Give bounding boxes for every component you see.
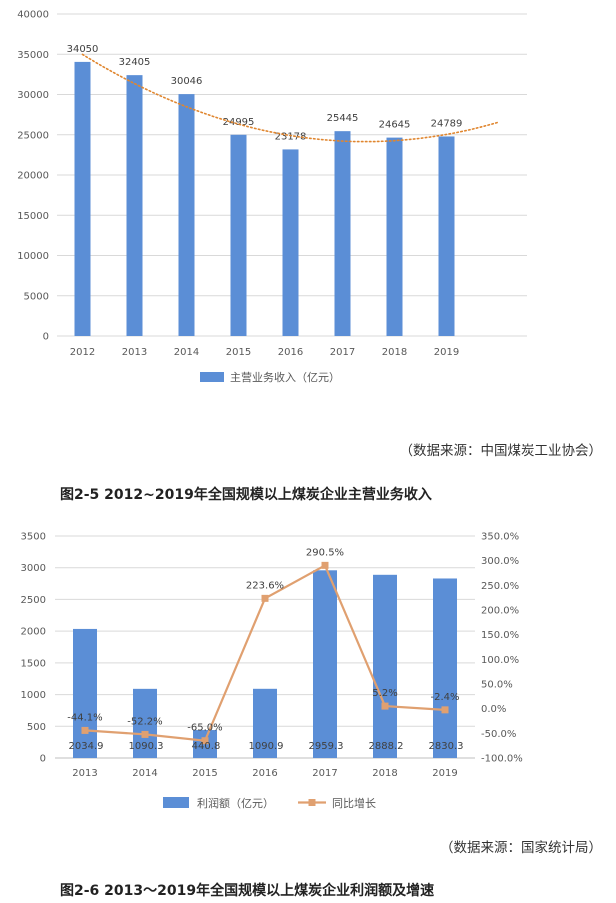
growth-value-label: 5.2% <box>372 688 397 699</box>
bar-value-label: 32405 <box>119 57 151 68</box>
bar-value-label: 24995 <box>223 117 255 128</box>
legend-swatch-marker <box>308 799 316 806</box>
y2-tick-label: 200.0% <box>481 606 519 617</box>
y-tick-label: 40000 <box>17 10 49 21</box>
bar <box>74 61 91 337</box>
bar-value-label: 2034.9 <box>69 741 104 752</box>
bar-value-label: 24645 <box>379 120 411 131</box>
y-tick-label: 5000 <box>24 291 49 302</box>
legend-label-bar: 利润额（亿元） <box>197 796 274 810</box>
growth-value-label: -44.1% <box>67 712 102 723</box>
bar <box>334 131 351 336</box>
y2-tick-label: 250.0% <box>481 581 519 592</box>
bar-value-label: 30046 <box>171 76 203 87</box>
y2-tick-label: -100.0% <box>481 754 523 765</box>
x-tick-label: 2014 <box>174 347 199 358</box>
growth-marker <box>141 730 149 738</box>
x-tick-label: 2019 <box>432 768 457 779</box>
legend-label: 主营业务收入（亿元） <box>230 370 340 384</box>
y2-tick-label: 50.0% <box>481 680 513 691</box>
x-tick-label: 2015 <box>192 768 217 779</box>
y-tick-label: 2500 <box>21 595 46 606</box>
y-tick-label: 500 <box>27 722 46 733</box>
bar <box>126 75 143 337</box>
growth-value-label: -52.2% <box>127 716 162 727</box>
bar <box>253 688 277 758</box>
y-tick-label: 0 <box>43 332 49 343</box>
legend-swatch <box>200 372 224 382</box>
growth-marker <box>261 594 269 602</box>
trendline <box>81 53 500 143</box>
bar-value-label: 2888.2 <box>369 741 404 752</box>
bar-value-label: 23178 <box>275 131 307 142</box>
bar-value-label: 2959.3 <box>309 741 344 752</box>
x-tick-label: 2016 <box>278 347 303 358</box>
x-tick-label: 2017 <box>312 768 337 779</box>
y-tick-label: 0 <box>40 754 46 765</box>
y2-tick-label: 100.0% <box>481 655 519 666</box>
y-tick-label: 15000 <box>17 211 49 222</box>
bar-value-label: 34050 <box>67 44 99 55</box>
y-tick-label: 3500 <box>21 532 46 543</box>
growth-marker <box>201 737 209 745</box>
bar <box>178 94 195 336</box>
legend-swatch-bar <box>163 797 189 808</box>
bar <box>282 149 299 336</box>
y-tick-label: 1000 <box>21 690 46 701</box>
growth-marker <box>441 706 449 714</box>
bar <box>73 628 97 758</box>
figure2-caption: 图2-6 2013～2019年全国规模以上煤炭企业利润额及增速 <box>60 883 435 899</box>
bar <box>438 136 455 336</box>
profit-combo-chart: 0 500 1000 1500 2000 2500 3000 3500 -100.0% -50.0… <box>21 532 523 811</box>
x-tick-label: 2013 <box>122 347 147 358</box>
x-tick-label: 2014 <box>132 768 157 779</box>
bar <box>133 688 157 758</box>
y2-tick-label: -50.0% <box>481 729 516 740</box>
figure2-source: （数据来源：国家统计局） <box>440 840 602 856</box>
growth-value-label: -2.4% <box>430 692 459 703</box>
bar-value-label: 25445 <box>327 113 359 124</box>
y-tick-label: 10000 <box>17 251 49 262</box>
bar <box>230 134 247 336</box>
x-tick-label: 2013 <box>72 768 97 779</box>
bar-value-label: 24789 <box>431 118 463 129</box>
x-tick-label: 2018 <box>372 768 397 779</box>
y2-tick-label: 300.0% <box>481 556 519 567</box>
y2-tick-label: 150.0% <box>481 630 519 641</box>
y2-tick-label: 0.0% <box>481 704 506 715</box>
figure1-source: （数据来源：中国煤炭工业协会） <box>399 443 603 459</box>
growth-marker <box>381 702 389 710</box>
figure1-caption: 图2-5 2012~2019年全国规模以上煤炭企业主营业务收入 <box>60 487 432 503</box>
y-tick-label: 2000 <box>21 627 46 638</box>
x-tick-label: 2017 <box>330 347 355 358</box>
bar-value-label: 440.8 <box>192 741 221 752</box>
y-tick-label: 25000 <box>17 130 49 141</box>
bar-value-label: 2830.3 <box>429 741 464 752</box>
x-tick-label: 2019 <box>434 347 459 358</box>
legend-label-line: 同比增长 <box>332 796 376 810</box>
bar <box>373 574 397 758</box>
y-tick-label: 35000 <box>17 50 49 61</box>
x-tick-label: 2018 <box>382 347 407 358</box>
growth-marker <box>81 726 89 734</box>
growth-value-label: 223.6% <box>246 580 284 591</box>
bar-value-label: 1090.3 <box>129 741 164 752</box>
bar-value-label: 1090.9 <box>249 741 284 752</box>
bar <box>313 570 337 758</box>
growth-value-label: 290.5% <box>306 547 344 558</box>
growth-value-label: -65.0% <box>187 723 222 734</box>
bar <box>386 137 403 336</box>
x-tick-label: 2012 <box>70 347 95 358</box>
y-tick-label: 30000 <box>17 90 49 101</box>
revenue-bar-chart: 0 5000 10000 15000 20000 25000 30000 35000 40000… <box>17 10 527 384</box>
y-tick-label: 1500 <box>21 658 46 669</box>
x-tick-label: 2016 <box>252 768 277 779</box>
growth-marker <box>321 561 329 569</box>
x-tick-label: 2015 <box>226 347 251 358</box>
bar <box>433 578 457 758</box>
y-tick-label: 20000 <box>17 171 49 182</box>
y-tick-label: 3000 <box>21 563 46 574</box>
y2-tick-label: 350.0% <box>481 532 519 543</box>
